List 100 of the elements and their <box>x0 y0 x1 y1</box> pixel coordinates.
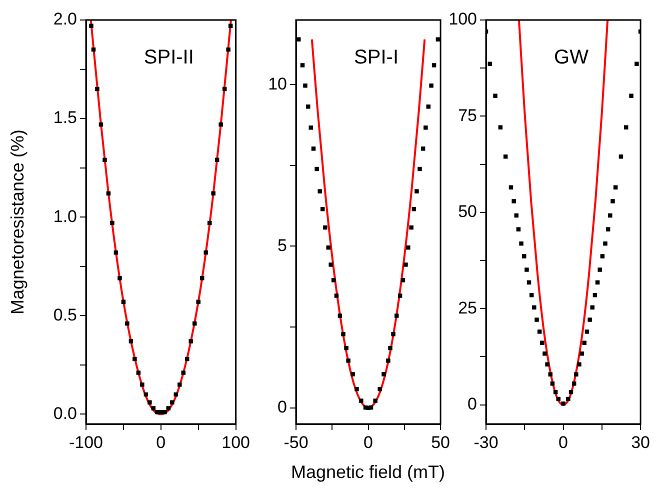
x-tick-label: -50 <box>284 432 308 452</box>
point <box>532 305 536 310</box>
point <box>388 346 392 350</box>
point <box>418 166 422 172</box>
point <box>314 166 319 172</box>
point <box>582 340 587 345</box>
x-tick-label: 50 <box>431 432 450 452</box>
point <box>629 94 634 98</box>
x-tick-label: 30 <box>631 432 650 452</box>
y-tick-label: 2.0 <box>53 10 77 29</box>
point <box>548 372 553 376</box>
line-series <box>90 20 232 416</box>
point <box>204 250 208 255</box>
point <box>493 94 498 98</box>
point <box>303 83 308 88</box>
x-axis-title: Magnetic field (mT) <box>290 462 446 483</box>
point <box>598 268 602 272</box>
point <box>136 370 141 375</box>
point <box>151 406 156 410</box>
line-series <box>518 20 609 406</box>
point <box>110 220 114 226</box>
point <box>331 278 336 282</box>
point <box>300 63 305 68</box>
point <box>424 126 428 130</box>
point <box>354 386 359 392</box>
point <box>311 146 316 151</box>
point <box>378 386 382 392</box>
x-tick-label: -100 <box>68 432 104 452</box>
point <box>89 24 94 28</box>
point <box>155 410 160 414</box>
point <box>584 330 590 334</box>
point <box>344 346 348 350</box>
y-axis-title: Magnetoresistance (%) <box>8 129 28 315</box>
point <box>606 227 610 232</box>
text: SPI-I <box>354 46 398 69</box>
line-series <box>310 38 426 409</box>
point <box>359 398 364 403</box>
text: SPI-II <box>144 46 194 69</box>
point <box>404 262 408 267</box>
x-tick-label: 0 <box>558 432 568 452</box>
point <box>226 47 230 52</box>
point <box>512 199 516 204</box>
point <box>162 410 167 414</box>
y-tick-label: 5 <box>278 236 287 255</box>
point <box>540 340 544 345</box>
point <box>574 372 578 376</box>
point <box>394 314 399 318</box>
point <box>181 370 186 375</box>
point <box>323 225 328 230</box>
point <box>318 189 322 194</box>
point <box>406 245 410 250</box>
y-tick-label: 0 <box>278 398 287 417</box>
point <box>350 372 355 376</box>
y-tick-label: 75 <box>458 106 477 125</box>
point <box>102 158 107 162</box>
point <box>386 358 390 363</box>
point <box>488 62 492 66</box>
point <box>409 225 414 230</box>
point <box>580 351 584 356</box>
point <box>610 199 615 204</box>
point <box>608 213 612 218</box>
x-tick-label: 0 <box>156 432 166 452</box>
y-tick-label: 100 <box>448 10 477 29</box>
point <box>603 241 608 246</box>
point <box>588 318 592 322</box>
point <box>634 62 639 66</box>
point <box>338 314 342 318</box>
text: GW <box>554 46 589 69</box>
point <box>95 86 100 92</box>
point <box>391 332 396 336</box>
point <box>121 300 126 304</box>
point <box>414 189 419 194</box>
y-tick-label: 0.0 <box>53 404 77 423</box>
point <box>420 146 426 151</box>
x-tick-label: 100 <box>222 432 250 452</box>
point <box>218 122 223 127</box>
point <box>328 262 333 267</box>
y-tick-label: 1.0 <box>53 206 77 226</box>
point <box>132 356 137 362</box>
point <box>341 332 346 336</box>
point <box>524 268 529 272</box>
point <box>429 83 434 88</box>
point <box>534 318 539 322</box>
point <box>542 351 547 356</box>
y-tick-label: 10 <box>268 74 287 94</box>
point <box>346 358 350 363</box>
point <box>334 294 339 298</box>
point <box>188 339 193 344</box>
y-tick-label: 50 <box>458 202 477 222</box>
point <box>166 406 171 410</box>
point <box>561 401 566 406</box>
point <box>306 104 310 109</box>
point <box>200 276 204 280</box>
point <box>566 396 570 402</box>
point <box>125 321 130 326</box>
point <box>600 254 605 258</box>
point <box>519 241 524 246</box>
point <box>373 398 378 403</box>
point <box>432 63 436 68</box>
point <box>545 362 550 366</box>
